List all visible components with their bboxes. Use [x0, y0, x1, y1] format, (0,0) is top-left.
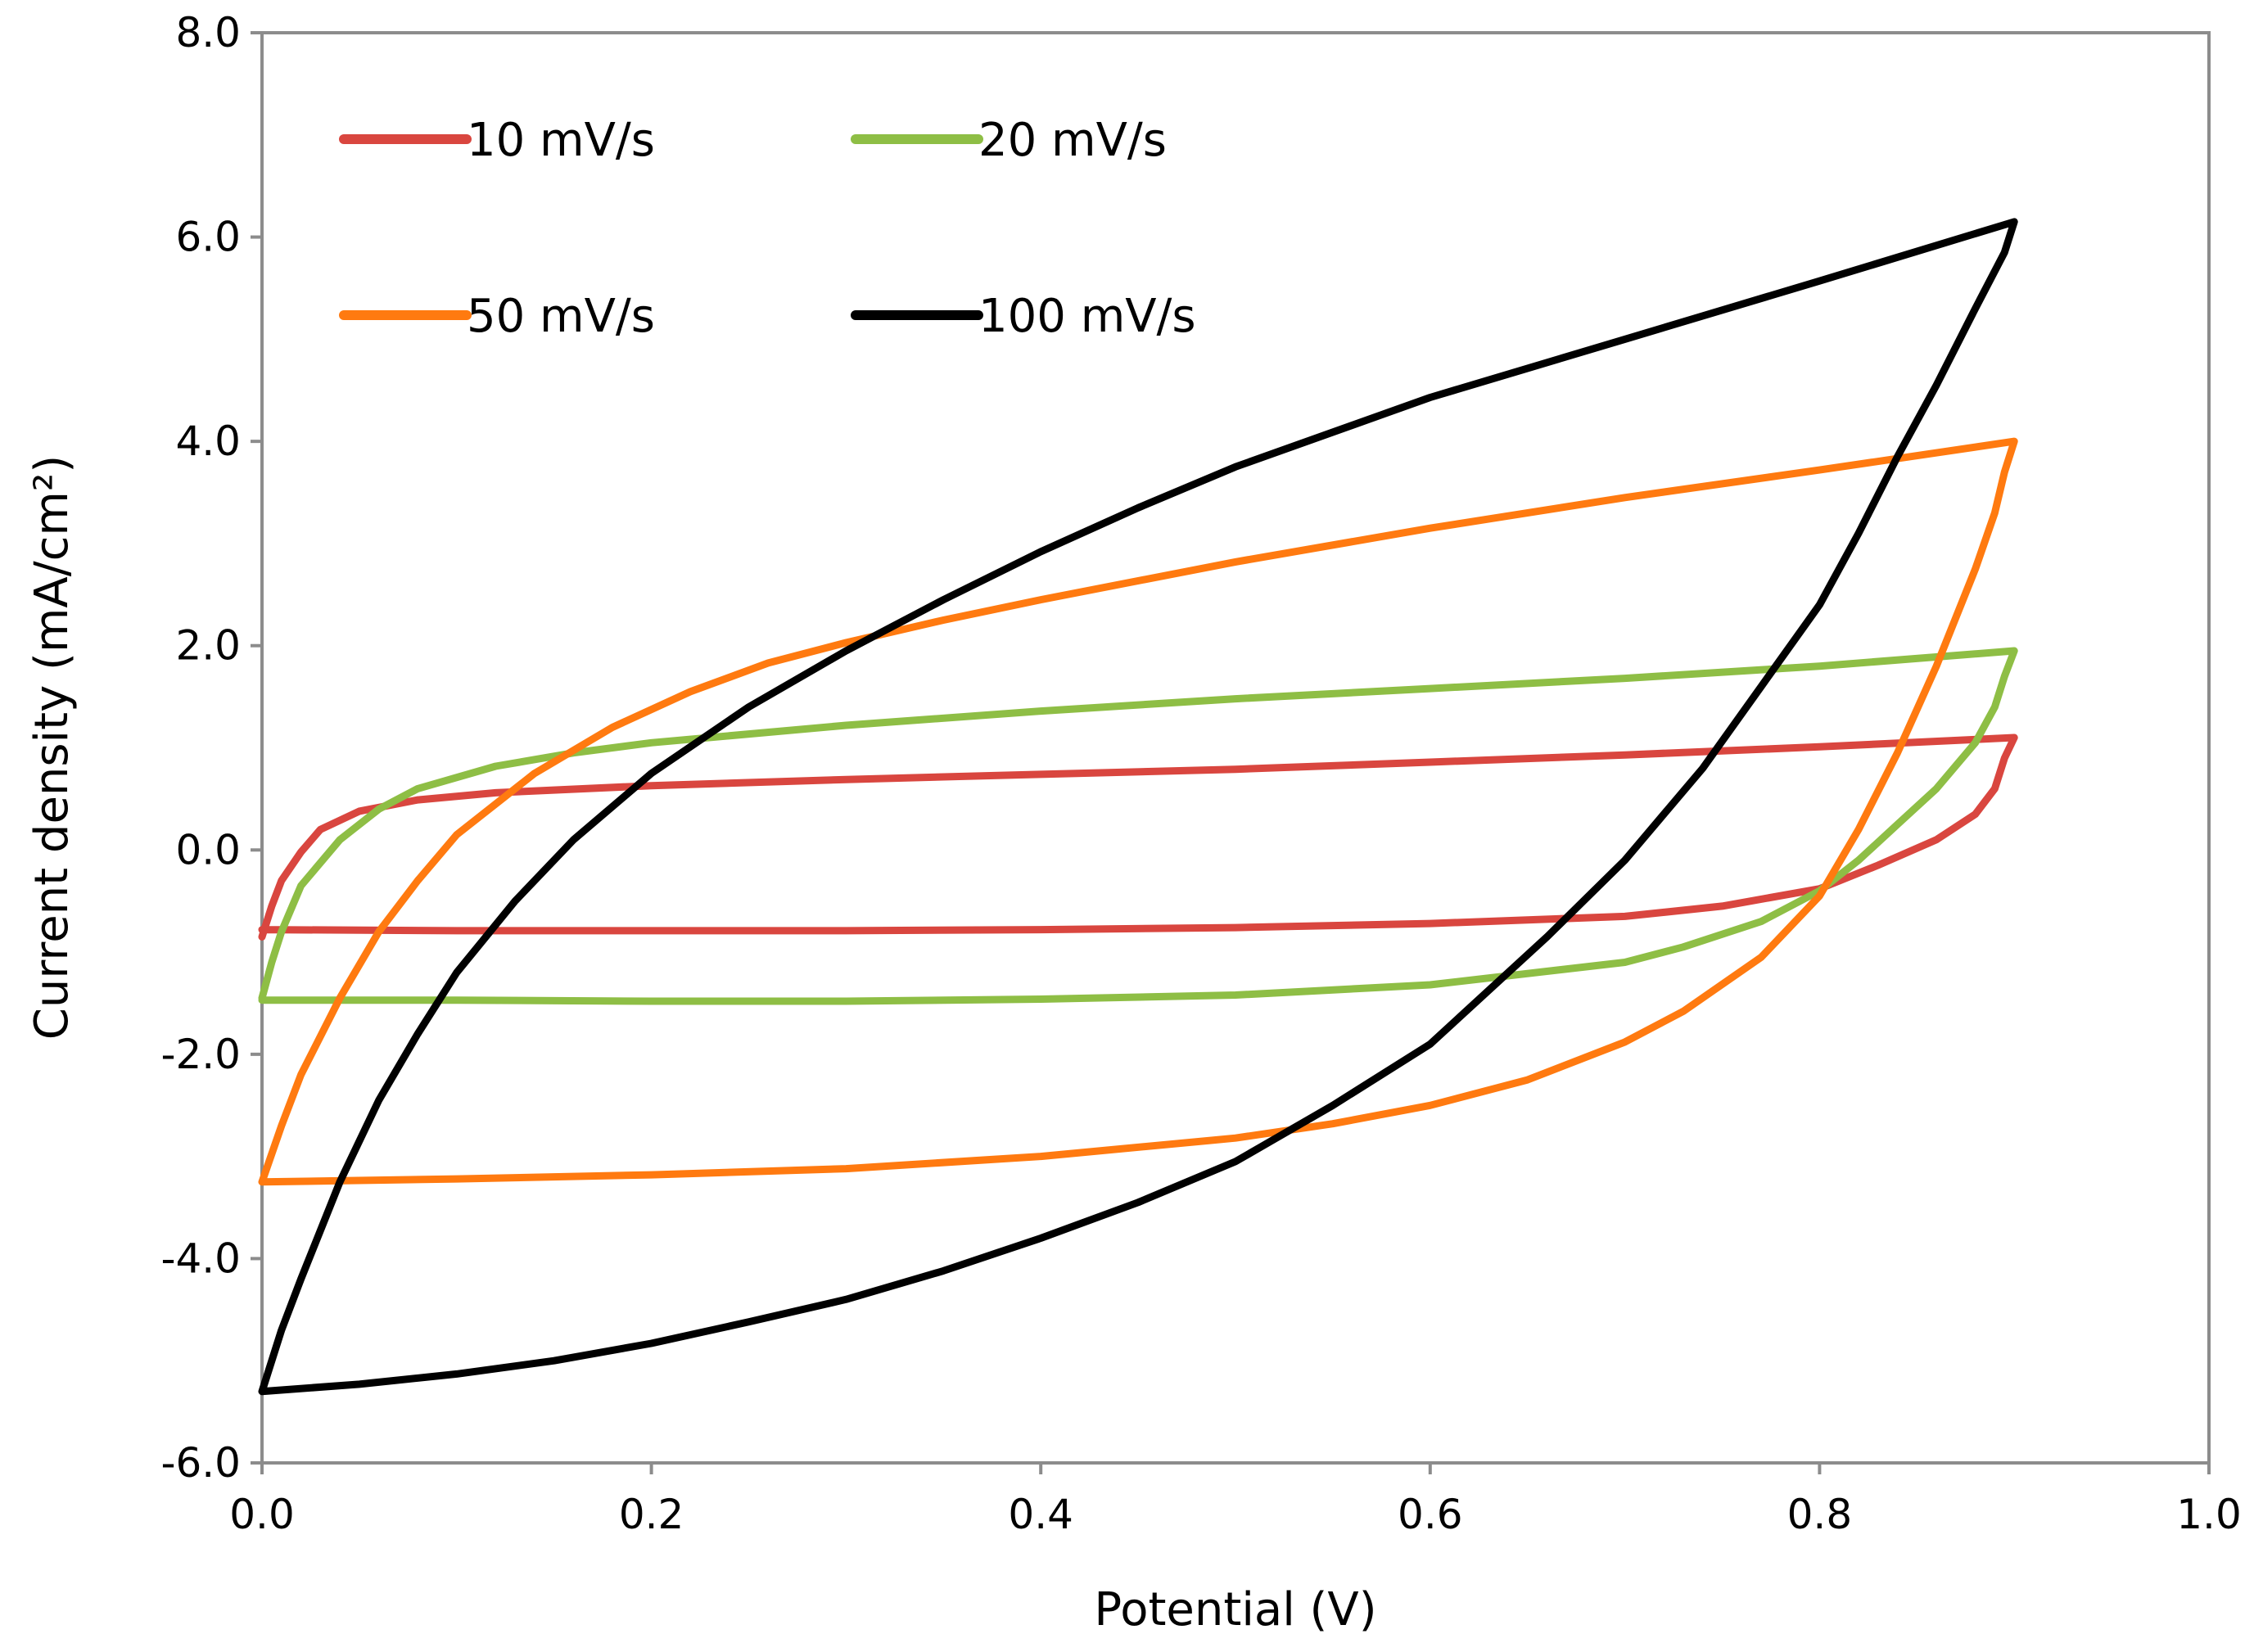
x-tick-label: 0.6 — [1398, 1491, 1463, 1538]
y-tick-label: 6.0 — [175, 214, 241, 261]
x-tick-label: 0.2 — [619, 1491, 684, 1538]
y-tick-label: -4.0 — [160, 1234, 241, 1282]
x-axis-title: Potential (V) — [1094, 1583, 1376, 1636]
y-tick-label: 2.0 — [175, 622, 241, 670]
series-layer — [258, 218, 2018, 1396]
legend: 10 mV/s 20 mV/s 50 mV/s 100 mV/s — [339, 114, 1196, 343]
series-line-10-mv-s — [258, 733, 2018, 941]
y-tick-label: 0.0 — [175, 826, 241, 873]
y-axis-title: Current density (mA/cm²) — [25, 455, 79, 1040]
x-tick-label: 0.0 — [229, 1491, 295, 1538]
legend-label: 20 mV/s — [978, 114, 1167, 167]
x-tick-label: 1.0 — [2176, 1491, 2242, 1538]
ticks: 8.06.04.02.00.0-2.0-4.0-6.00.0 0.2 0.4 0.6 0… — [160, 9, 2241, 1538]
x-tick-label: 0.4 — [1008, 1491, 1073, 1538]
plot-area-frame — [260, 31, 2211, 1465]
y-tick-label: 4.0 — [175, 418, 241, 465]
y-tick-label: -2.0 — [160, 1031, 241, 1078]
legend-label: 100 mV/s — [978, 290, 1196, 343]
legend-label: 10 mV/s — [467, 114, 655, 167]
series-line-20-mv-s — [258, 647, 2018, 1005]
x-tick-label: 0.8 — [1787, 1491, 1853, 1538]
y-tick-label: -6.0 — [160, 1439, 241, 1487]
y-tick-label: 8.0 — [175, 9, 241, 56]
legend-label: 50 mV/s — [467, 290, 655, 343]
series-line-100-mv-s — [258, 218, 2018, 1396]
series-line-50-mv-s — [258, 437, 2018, 1186]
